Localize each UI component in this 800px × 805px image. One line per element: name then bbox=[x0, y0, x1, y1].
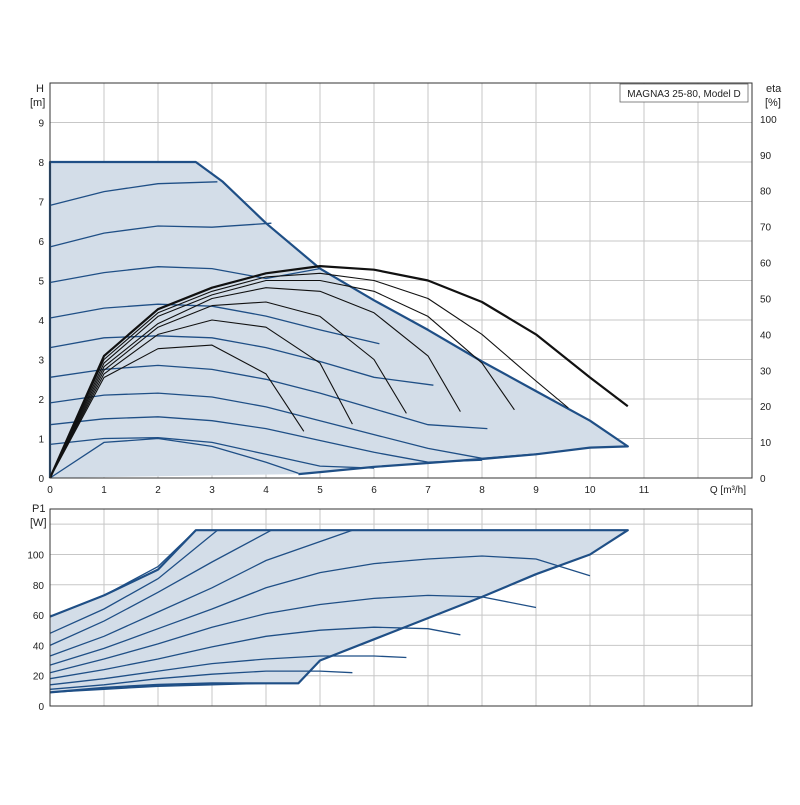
y-axis-title-head: H bbox=[36, 83, 44, 95]
performance-curve bbox=[49, 655, 407, 686]
y-right-tick-label: 90 bbox=[760, 151, 772, 162]
x-tick-label: 6 bbox=[371, 485, 377, 496]
y-tick-label: 9 bbox=[38, 119, 44, 130]
performance-curve bbox=[49, 529, 197, 618]
power-tick-labels: 0 20 40 60 80 100 bbox=[27, 550, 44, 713]
efficiency-curve bbox=[49, 344, 305, 479]
performance-curve bbox=[49, 529, 353, 657]
y-right-tick-label: 0 bbox=[760, 474, 766, 485]
performance-curve bbox=[49, 437, 375, 469]
efficiency-curve bbox=[49, 287, 461, 479]
y-axis-unit-power: [W] bbox=[30, 517, 47, 529]
performance-curve bbox=[49, 682, 299, 694]
y-tick-label: 80 bbox=[33, 581, 45, 592]
power-curves bbox=[49, 529, 629, 694]
chart-title: MAGNA3 25-80, Model D bbox=[627, 89, 740, 100]
efficiency-curve bbox=[48, 265, 629, 479]
efficiency-curve bbox=[49, 301, 407, 479]
performance-curve bbox=[49, 594, 537, 674]
y-right-tick-label: 80 bbox=[760, 187, 772, 198]
performance-curve bbox=[49, 555, 591, 666]
performance-curve bbox=[49, 416, 483, 463]
power-frame bbox=[49, 508, 753, 707]
y-tick-label: 40 bbox=[33, 641, 45, 652]
y-axis-unit-head: [m] bbox=[30, 97, 45, 109]
y-right-tick-label: 50 bbox=[760, 294, 772, 305]
y-tick-label: 1 bbox=[38, 435, 44, 446]
x-tick-label: 1 bbox=[101, 485, 107, 496]
x-tick-label: 3 bbox=[209, 485, 215, 496]
performance-curve bbox=[49, 392, 542, 459]
y-tick-label: 100 bbox=[27, 550, 44, 561]
y-axis-title-power: P1 bbox=[32, 503, 45, 515]
y-tick-label: 4 bbox=[38, 316, 44, 327]
envelope-outline bbox=[48, 160, 629, 478]
y-tick-label: 8 bbox=[38, 158, 44, 169]
y-right-tick-label: 100 bbox=[760, 115, 777, 126]
x-tick-label: 9 bbox=[533, 485, 539, 496]
x-tick-label: 5 bbox=[317, 485, 323, 496]
y-tick-label: 7 bbox=[38, 198, 44, 209]
efficiency-curve bbox=[49, 319, 353, 479]
x-tick-label: 8 bbox=[479, 485, 485, 496]
performance-curve bbox=[49, 437, 299, 479]
head-frame bbox=[49, 82, 753, 479]
y-tick-label: 0 bbox=[38, 702, 44, 713]
x-tick-label: 10 bbox=[584, 485, 596, 496]
plot-frame bbox=[49, 508, 753, 707]
y-right-tick-label: 60 bbox=[760, 259, 772, 270]
x-tick-label: 0 bbox=[47, 485, 53, 496]
x-tick-label: 7 bbox=[425, 485, 431, 496]
performance-curve bbox=[49, 335, 434, 386]
y-right-tick-label: 70 bbox=[760, 223, 772, 234]
y-right-tick-label: 40 bbox=[760, 330, 772, 341]
plot-frame bbox=[49, 82, 753, 479]
y-tick-label: 20 bbox=[33, 672, 45, 683]
performance-curve bbox=[49, 529, 218, 634]
efficiency-curve bbox=[49, 279, 515, 479]
y-axis-title-eta: eta bbox=[766, 83, 782, 95]
power-envelope-fill bbox=[50, 530, 628, 693]
envelope-outline bbox=[49, 529, 629, 694]
y-tick-label: 3 bbox=[38, 356, 44, 367]
performance-curve bbox=[49, 181, 218, 207]
operating-envelope bbox=[50, 162, 628, 478]
performance-curve bbox=[49, 222, 272, 248]
y-tick-label: 6 bbox=[38, 237, 44, 248]
efficiency-curve bbox=[49, 272, 569, 479]
y-right-tick-label: 10 bbox=[760, 438, 772, 449]
y-right-tick-label: 20 bbox=[760, 402, 772, 413]
y-tick-label: 0 bbox=[38, 474, 44, 485]
y-tick-label: 60 bbox=[33, 611, 45, 622]
x-tick-label: 4 bbox=[263, 485, 269, 496]
head-envelope-fill bbox=[50, 162, 628, 478]
chart-title-box bbox=[619, 83, 749, 103]
y-tick-label: 5 bbox=[38, 277, 44, 288]
x-tick-label: 2 bbox=[155, 485, 161, 496]
efficiency-curves bbox=[48, 265, 629, 479]
performance-curve bbox=[49, 303, 380, 345]
operating-envelope bbox=[50, 530, 628, 693]
x-tick-label: 11 bbox=[639, 485, 650, 496]
x-axis-title: Q [m³/h] bbox=[710, 485, 746, 496]
performance-curve bbox=[49, 670, 353, 690]
y-tick-label: 2 bbox=[38, 395, 44, 406]
performance-curve bbox=[49, 626, 461, 680]
performance-curve bbox=[49, 529, 272, 646]
y-right-tick-label: 30 bbox=[760, 366, 772, 377]
y-axis-unit-eta: [%] bbox=[765, 97, 781, 109]
